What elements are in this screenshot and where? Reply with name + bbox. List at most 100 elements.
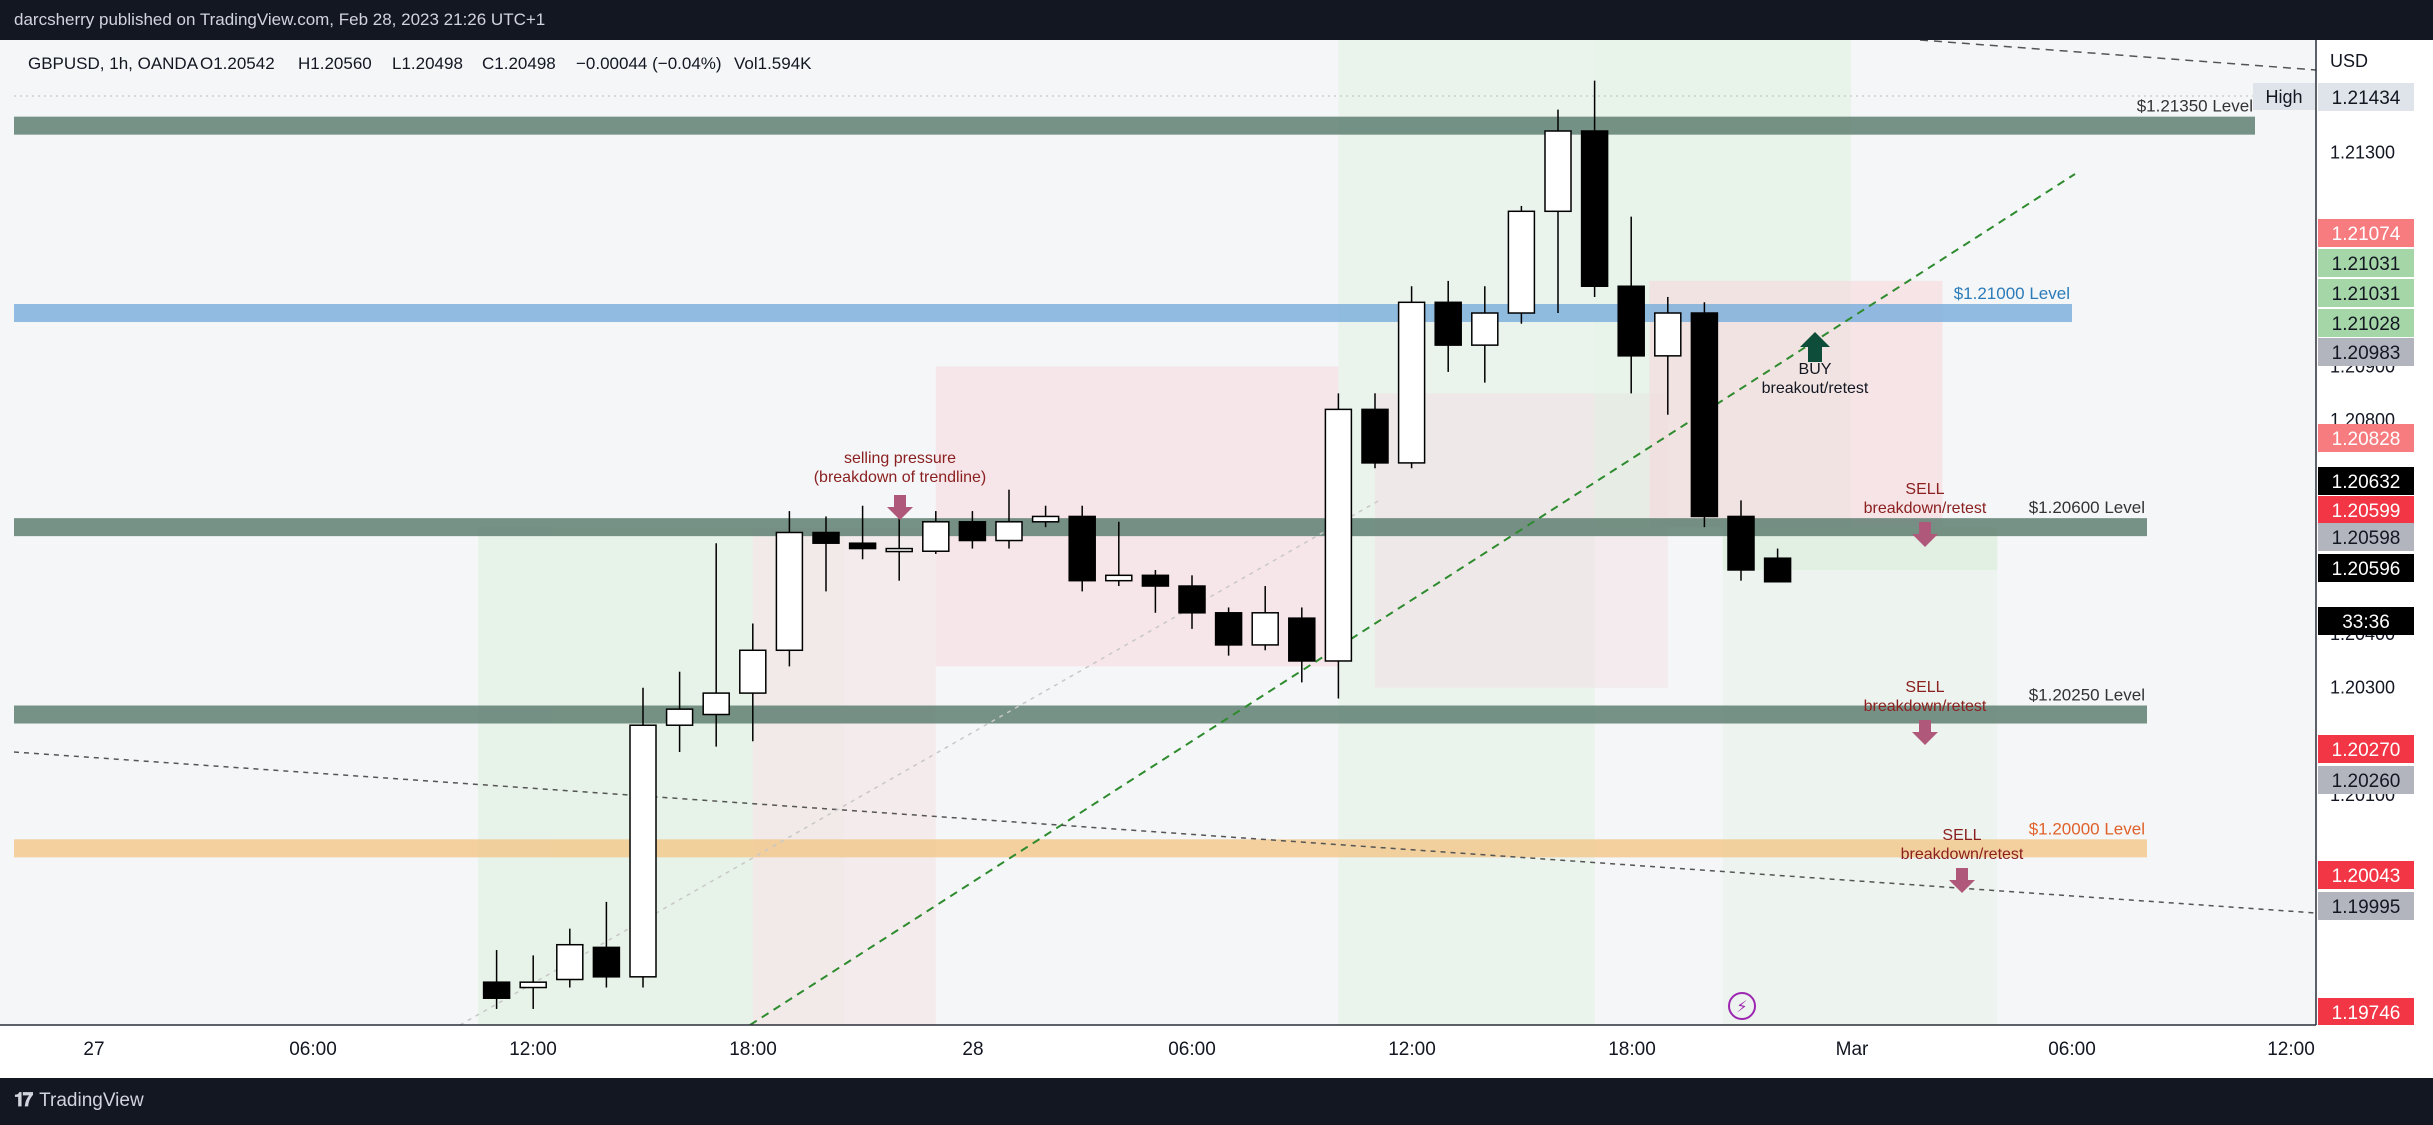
level-label: $1.20600 Level — [2029, 498, 2145, 517]
buy-arrow-icon — [1800, 332, 1830, 362]
candle-body — [1654, 312, 1682, 357]
footer-bar: 𝟏𝟕 TradingView — [0, 1078, 2433, 1125]
price-label-badge — [2318, 892, 2414, 920]
time-ticks: 27 06:00 12:00 18:00 28 06:00 12:00 18:00 Mar 06:… — [83, 1039, 2314, 1060]
lightning-glyph: ⚡ — [1736, 997, 1747, 1016]
annotation-text: selling pressure — [844, 450, 956, 467]
price-label-badge — [2318, 998, 2414, 1026]
price-label-badge — [2318, 249, 2414, 277]
price-label-badge — [2318, 467, 2414, 495]
time-tick-label: 18:00 — [1608, 1039, 1656, 1060]
currency-label: USD — [2330, 51, 2368, 71]
price-label-badge — [2318, 496, 2414, 524]
price-label: 33:36 — [2342, 612, 2390, 633]
level-label: $1.21000 Level — [1954, 284, 2070, 303]
price-label: 1.20983 — [2332, 343, 2401, 364]
legend-close: C1.20498 — [482, 54, 556, 73]
annotation-text: breakdown/retest — [1901, 846, 2024, 863]
time-axis[interactable] — [0, 1025, 2433, 1078]
price-label-badge — [2318, 766, 2414, 794]
candle-body — [1251, 612, 1279, 646]
level-label: $1.20250 Level — [2029, 686, 2145, 705]
candle-body — [1617, 285, 1645, 357]
time-tick-label: 06:00 — [2048, 1039, 2096, 1060]
candle-body — [556, 943, 584, 981]
candle-body — [1544, 130, 1572, 213]
price-label-badge — [2318, 83, 2414, 111]
candle-body — [592, 946, 621, 978]
legend-low: L1.20498 — [392, 54, 463, 73]
price-label-badge — [2318, 279, 2414, 307]
level-band — [14, 839, 2147, 858]
candle-body — [482, 981, 511, 999]
price-label: 1.19746 — [2332, 1003, 2401, 1024]
price-label: 1.21074 — [2332, 224, 2401, 245]
candle-body — [1141, 574, 1170, 587]
ascending-trendline — [749, 173, 2076, 1026]
price-label: 1.21031 — [2332, 284, 2401, 305]
legend-high: H1.20560 — [298, 54, 372, 73]
legend-volume: Vol1.594K — [734, 54, 812, 73]
legend-open: O1.20542 — [200, 54, 275, 73]
level-band — [14, 304, 2072, 323]
price-label-badge — [2318, 338, 2414, 366]
candle-body — [1580, 130, 1609, 287]
faint-trendline — [459, 499, 1381, 1026]
high-badge-label: High — [2265, 87, 2302, 107]
time-tick-label: 12:00 — [1388, 1039, 1436, 1060]
levels-layer: $1.21350 Level $1.21000 Level $1.20600 Lev… — [14, 97, 2255, 858]
candle-body — [1214, 612, 1243, 646]
candle-body — [1471, 312, 1499, 346]
price-label: 1.21434 — [2332, 88, 2401, 109]
annotations-layer: selling pressure (breakdown of trendline)… — [814, 332, 2024, 1020]
candle-body — [848, 542, 877, 550]
shaded-zone — [1722, 569, 1998, 1025]
price-label: 1.20632 — [2332, 472, 2401, 493]
price-tick-label: 1.21300 — [2330, 142, 2395, 162]
annotation-text: SELL — [1905, 481, 1944, 498]
level-band — [14, 116, 2255, 135]
sell-arrow-icon — [887, 495, 913, 520]
annotation-text: BUY — [1799, 361, 1832, 378]
level-band — [14, 705, 2147, 724]
candle-body — [812, 531, 840, 544]
candle-body — [885, 547, 913, 553]
time-tick-label: 27 — [83, 1039, 104, 1060]
price-label-badge — [2318, 607, 2414, 635]
level-label: $1.20000 Level — [2029, 819, 2145, 838]
brand-name: TradingView — [39, 1090, 144, 1111]
price-label: 1.20043 — [2332, 866, 2401, 887]
candle-body — [1031, 515, 1060, 523]
time-tick-label: 06:00 — [1168, 1039, 1216, 1060]
price-label-badge — [2318, 309, 2414, 337]
price-label-badge — [2318, 861, 2414, 889]
time-tick-label: 06:00 — [289, 1039, 337, 1060]
candle-body — [995, 521, 1023, 542]
sell-arrow-icon — [1912, 522, 1938, 547]
price-chart[interactable]: $1.21350 Level $1.21000 Level $1.20600 Lev… — [0, 40, 2433, 1078]
time-tick-label: 12:00 — [509, 1039, 557, 1060]
price-label-badge — [2318, 219, 2414, 247]
candle-body — [1178, 585, 1206, 614]
level-label: $1.21350 Level — [2137, 97, 2253, 116]
price-label: 1.20596 — [2332, 559, 2401, 580]
annotation-text: SELL — [1942, 827, 1981, 844]
annotation-text: breakdown/retest — [1864, 500, 1987, 517]
price-label: 1.20260 — [2332, 771, 2401, 792]
trendlines-layer — [13, 40, 2317, 1026]
price-label-badge — [2318, 735, 2414, 763]
price-tick-label: 1.20300 — [2330, 678, 2395, 698]
time-tick-label: 12:00 — [2267, 1039, 2315, 1060]
price-label-badge — [2318, 554, 2414, 582]
annotation-text: (breakdown of trendline) — [814, 469, 987, 486]
legend-symbol: GBPUSD, 1h, OANDA — [28, 54, 199, 73]
time-tick-label: 28 — [962, 1039, 983, 1060]
candle-body — [665, 708, 694, 726]
candle-body — [739, 649, 767, 694]
publisher-bar: darcsherry published on TradingView.com,… — [0, 0, 2433, 40]
candle-body — [1763, 557, 1792, 583]
annotation-text: SELL — [1905, 679, 1944, 696]
candle-body — [702, 692, 730, 716]
sell-arrow-icon — [1912, 720, 1938, 745]
tradingview-logo[interactable]: 𝟏𝟕 TradingView — [14, 1090, 144, 1112]
